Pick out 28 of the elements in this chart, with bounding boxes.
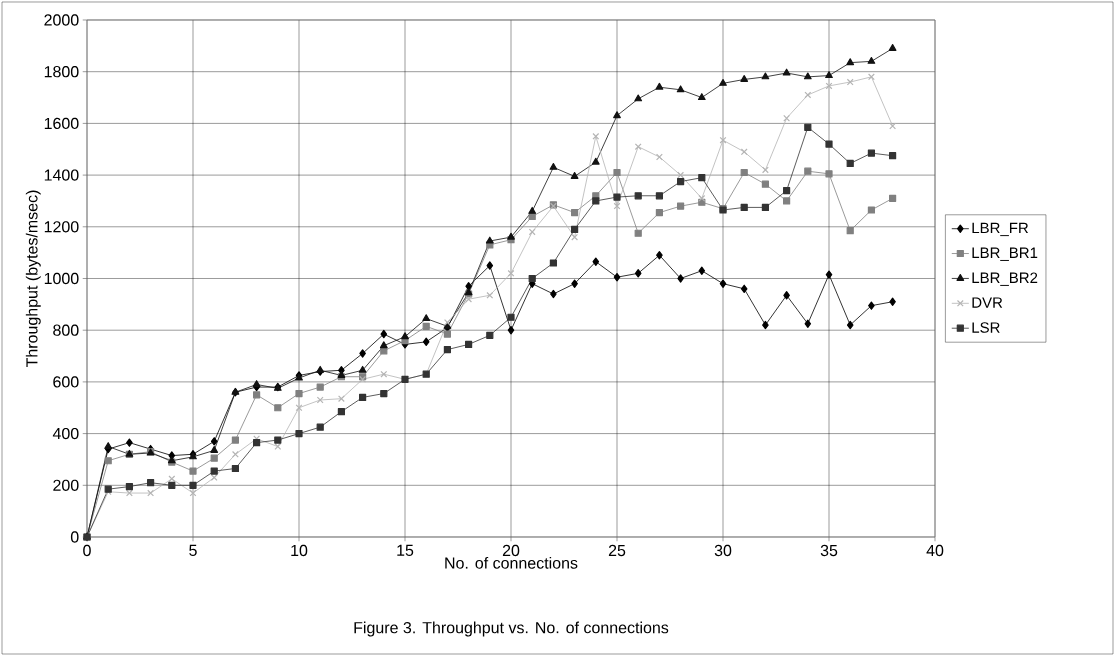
y-tick-label: 200 <box>53 479 79 491</box>
y-tick-label: 400 <box>52 427 79 440</box>
y-tick-label: 1200 <box>44 221 79 233</box>
legend-label: LSR <box>972 322 1000 333</box>
x-axis-title: No. of connections <box>445 557 578 569</box>
x-tick-label: 0 <box>83 544 91 557</box>
legend-label: LBR_BR2 <box>972 272 1038 286</box>
x-tick-label: 25 <box>608 544 626 557</box>
x-tick-label: 30 <box>714 544 732 557</box>
y-tick-label: 1000 <box>44 272 79 285</box>
x-tick-label: 40 <box>926 544 944 557</box>
caption: Figure 3. Throughput vs. No. of connections <box>354 621 669 637</box>
y-tick-label: 600 <box>53 376 79 388</box>
legend-label: LBR_FR <box>972 222 1029 237</box>
x-tick-label: 10 <box>291 544 308 557</box>
x-tick-label: 5 <box>189 544 197 556</box>
x-tick-label: 20 <box>502 544 520 557</box>
x-tick-label: 15 <box>397 544 414 556</box>
y-tick-label: 800 <box>53 324 79 336</box>
y-tick-label: 1800 <box>44 66 79 78</box>
y-tick-label: 1400 <box>44 169 79 181</box>
y-tick-label: 2000 <box>44 14 79 26</box>
y-tick-label: 1600 <box>44 117 79 130</box>
legend-label: DVR <box>972 297 1003 308</box>
x-tick-label: 35 <box>820 544 838 557</box>
y-axis-title: Throughput (bytes/msec) <box>25 190 41 368</box>
y-tick-label: 0 <box>70 531 79 543</box>
legend-label: LBR_BR1 <box>972 247 1038 261</box>
